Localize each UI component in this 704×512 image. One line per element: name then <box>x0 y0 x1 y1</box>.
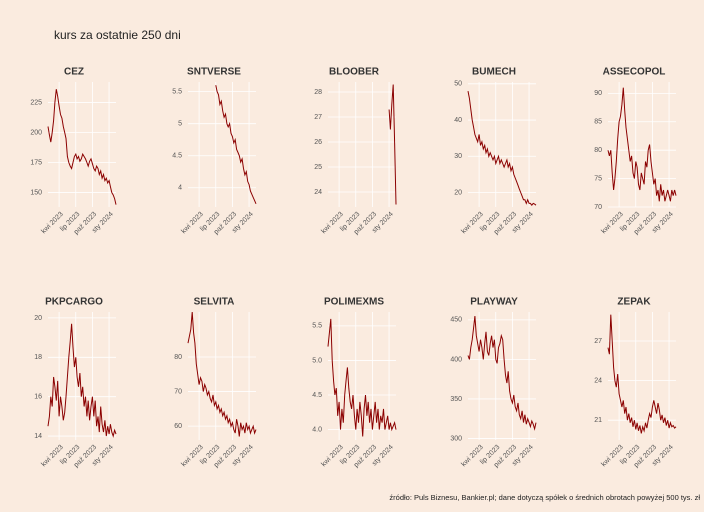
panel-title: POLIMEXMS <box>324 297 384 308</box>
y-tick-label: 350 <box>450 396 462 403</box>
y-tick-label: 225 <box>30 99 42 106</box>
y-tick-label: 175 <box>30 159 42 166</box>
price-line <box>327 318 397 437</box>
y-tick-label: 50 <box>454 81 462 88</box>
y-tick-label: 4.5 <box>312 392 322 399</box>
caption: źródło: Puls Biznesu, Bankier.pl; dane d… <box>389 493 700 502</box>
y-tick-label: 450 <box>450 317 462 324</box>
y-tick-label: 24 <box>594 377 602 384</box>
y-tick-label: 4 <box>178 185 182 192</box>
price-line <box>187 311 257 437</box>
y-tick-label: 24 <box>314 189 322 196</box>
page-title: kurs za ostatnie 250 dni <box>54 28 181 42</box>
y-tick-label: 5.0 <box>312 357 322 364</box>
y-tick-label: 14 <box>34 433 42 440</box>
price-line <box>388 84 397 205</box>
panel-title: ASSECOPOL <box>603 67 666 78</box>
y-tick-label: 26 <box>314 139 322 146</box>
panel-title: CEZ <box>64 67 84 78</box>
y-tick-label: 400 <box>450 356 462 363</box>
price-line <box>607 314 677 434</box>
price-line <box>47 89 117 205</box>
y-tick-label: 70 <box>594 204 602 211</box>
y-tick-label: 21 <box>594 417 602 424</box>
y-tick-label: 40 <box>454 117 462 124</box>
y-tick-label: 90 <box>594 90 602 97</box>
y-tick-label: 27 <box>594 338 602 345</box>
y-tick-label: 60 <box>174 423 182 430</box>
y-tick-label: 75 <box>594 175 602 182</box>
y-tick-label: 150 <box>30 189 42 196</box>
y-tick-label: 80 <box>594 147 602 154</box>
panel-title: ZEPAK <box>617 297 651 308</box>
y-tick-label: 4.0 <box>312 426 322 433</box>
y-tick-label: 200 <box>30 129 42 136</box>
y-tick-label: 18 <box>34 354 42 361</box>
price-line <box>467 91 537 207</box>
y-tick-label: 85 <box>594 119 602 126</box>
price-line <box>215 85 257 205</box>
price-line <box>467 315 537 431</box>
y-tick-label: 20 <box>34 315 42 322</box>
y-tick-label: 30 <box>454 153 462 160</box>
panel-title: SELVITA <box>194 297 235 308</box>
y-tick-label: 5.5 <box>312 323 322 330</box>
y-tick-label: 27 <box>314 114 322 121</box>
y-tick-label: 25 <box>314 164 322 171</box>
panel-title: BLOOBER <box>329 67 380 78</box>
price-line <box>47 323 117 438</box>
y-tick-label: 5.5 <box>172 88 182 95</box>
y-tick-label: 28 <box>314 89 322 96</box>
y-tick-label: 300 <box>450 435 462 442</box>
price-line <box>607 87 677 202</box>
panel-title: SNTVERSE <box>187 67 241 78</box>
y-tick-label: 4.5 <box>172 153 182 160</box>
panel-title: PLAYWAY <box>470 297 518 308</box>
y-tick-label: 16 <box>34 394 42 401</box>
y-tick-label: 70 <box>174 388 182 395</box>
y-tick-label: 20 <box>454 189 462 196</box>
panel-title: PKPCARGO <box>45 297 103 308</box>
y-tick-label: 80 <box>174 354 182 361</box>
y-tick-label: 5 <box>178 121 182 128</box>
panel-title: BUMECH <box>472 67 516 78</box>
